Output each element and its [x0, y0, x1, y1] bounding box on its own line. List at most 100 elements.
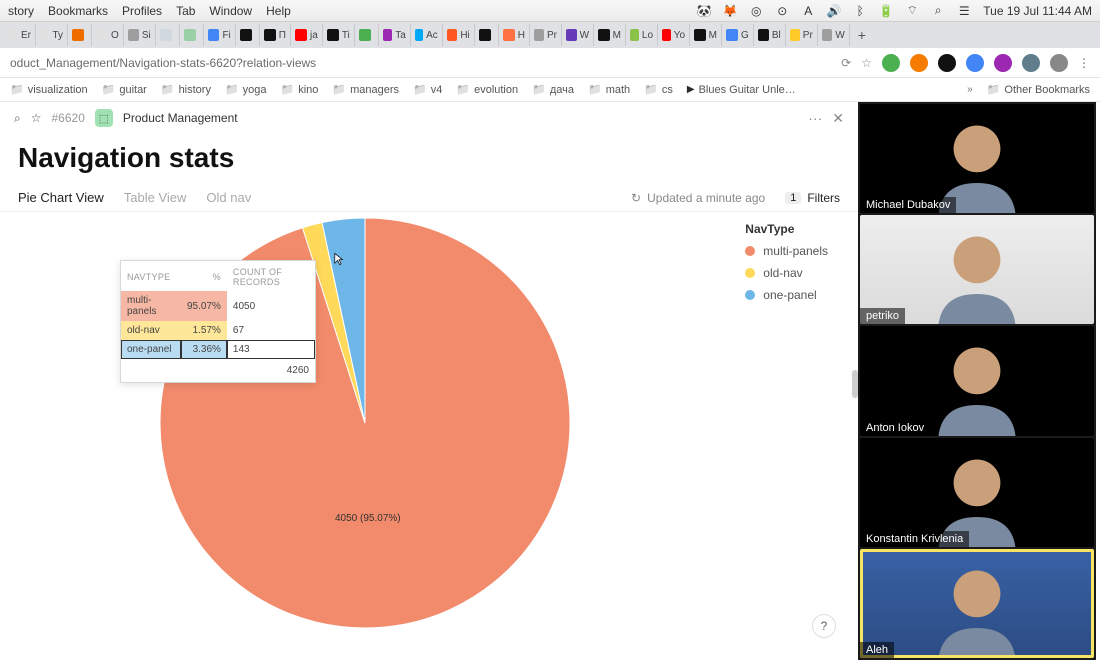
browser-tab[interactable]: W	[818, 24, 850, 46]
bookmark-folder[interactable]: managers	[332, 83, 399, 96]
url-text[interactable]: oduct_Management/Navigation-stats-6620?r…	[10, 56, 831, 70]
star-icon[interactable]: ☆	[31, 111, 42, 125]
bookmark-folder[interactable]: kino	[281, 83, 319, 96]
browser-tab[interactable]: W	[562, 24, 594, 46]
other-bookmarks[interactable]: Other Bookmarks	[987, 83, 1090, 96]
favicon-icon	[160, 29, 172, 41]
sound-icon[interactable]: 🔊	[827, 4, 841, 18]
mac-menubar: story Bookmarks Profiles Tab Window Help…	[0, 0, 1100, 22]
extension-icon[interactable]	[938, 54, 956, 72]
bookmark-folder[interactable]: guitar	[102, 83, 147, 96]
pie-center-label: 4050 (95.07%)	[335, 513, 401, 524]
browser-tab[interactable]: Hi	[443, 24, 475, 46]
tab-old-nav[interactable]: Old nav	[206, 190, 251, 205]
panel-resize-handle[interactable]	[852, 370, 858, 398]
browser-tab[interactable]: G	[722, 24, 754, 46]
updated-label[interactable]: ↻ Updated a minute ago	[631, 191, 765, 205]
browser-tab[interactable]: Π	[260, 24, 291, 46]
refresh-icon[interactable]: ↻	[631, 191, 641, 205]
bookmarks-overflow-icon[interactable]: »	[967, 84, 973, 95]
profile-avatar-icon[interactable]	[1050, 54, 1068, 72]
control-center-icon[interactable]: ☰	[957, 4, 971, 18]
video-tile[interactable]: Michael Dubakov	[860, 104, 1094, 213]
browser-tab[interactable]: Pr	[786, 24, 818, 46]
bluetooth-icon[interactable]: ᛒ	[853, 4, 867, 18]
browser-tab[interactable]: Er	[4, 24, 36, 46]
menu-item[interactable]: Profiles	[122, 4, 162, 18]
new-tab-button[interactable]: +	[850, 27, 874, 43]
bookmark-star-icon[interactable]: ☆	[861, 56, 872, 70]
browser-tab[interactable]	[475, 24, 499, 46]
browser-tab[interactable]: Lo	[626, 24, 658, 46]
tab-table-view[interactable]: Table View	[124, 190, 187, 205]
bookmark-folder[interactable]: v4	[413, 83, 442, 96]
video-tile[interactable]: Konstantin Krivlenia	[860, 438, 1094, 547]
bookmark-folder[interactable]: yoga	[225, 83, 267, 96]
help-button[interactable]: ?	[812, 614, 836, 638]
bookmark-folder[interactable]: дача	[532, 83, 574, 96]
legend-item[interactable]: one-panel	[745, 288, 828, 302]
extension-icon[interactable]	[882, 54, 900, 72]
reload-icon[interactable]: ⟳	[841, 56, 851, 70]
extension-icon[interactable]	[994, 54, 1012, 72]
browser-tab[interactable]: M	[690, 24, 722, 46]
browser-tab[interactable]	[355, 24, 379, 46]
favicon-icon	[96, 29, 108, 41]
bookmark-folder[interactable]: history	[161, 83, 211, 96]
extension-icon[interactable]	[1022, 54, 1040, 72]
search-icon[interactable]: ⌕	[931, 4, 945, 18]
menu-item[interactable]: Help	[266, 4, 291, 18]
browser-tab[interactable]: Si	[124, 24, 156, 46]
browser-tab[interactable]	[236, 24, 260, 46]
extension-icon[interactable]	[910, 54, 928, 72]
legend-label: one-panel	[763, 288, 816, 302]
bookmark-folder[interactable]: math	[588, 83, 630, 96]
bookmark-folder[interactable]: visualization	[10, 83, 88, 96]
browser-tab[interactable]: Fi	[204, 24, 236, 46]
bookmark-folder[interactable]: evolution	[456, 83, 518, 96]
browser-tab[interactable]: Ac	[411, 24, 443, 46]
browser-tab[interactable]: Pr	[530, 24, 562, 46]
menu-item[interactable]: Bookmarks	[48, 4, 108, 18]
video-tile[interactable]: Anton Iokov	[860, 326, 1094, 435]
tab-pie-chart-view[interactable]: Pie Chart View	[18, 190, 104, 205]
video-tile[interactable]: Aleh	[860, 549, 1094, 658]
legend-item[interactable]: multi-panels	[745, 244, 828, 258]
menu-item[interactable]: Window	[209, 4, 252, 18]
browser-tab[interactable]	[156, 24, 180, 46]
browser-tab[interactable]	[68, 24, 92, 46]
bookmark-link[interactable]: Blues Guitar Unle…	[687, 84, 796, 96]
tooltip-total: 4260	[121, 359, 315, 382]
close-icon[interactable]: ✕	[832, 110, 844, 127]
browser-tab[interactable]: Ti	[323, 24, 355, 46]
chart-area: 4050 (95.07%) NavType multi-panelsold-na…	[0, 212, 858, 652]
wifi-icon[interactable]: ⌔	[905, 4, 919, 18]
tab-label: Pr	[803, 30, 813, 41]
doc-id: #6620	[52, 111, 85, 125]
browser-tab[interactable]: ja	[291, 24, 323, 46]
tab-label: Ty	[52, 30, 63, 41]
bookmark-folder[interactable]: cs	[644, 83, 673, 96]
favicon-icon	[694, 29, 706, 41]
breadcrumb-space[interactable]: Product Management	[123, 111, 238, 125]
menu-item[interactable]: Tab	[176, 4, 195, 18]
browser-tab[interactable]: Ta	[379, 24, 411, 46]
filters-button[interactable]: 1 Filters	[785, 191, 840, 205]
browser-tab[interactable]: M	[594, 24, 626, 46]
browser-tab[interactable]: H	[499, 24, 530, 46]
favicon-icon	[128, 29, 139, 41]
browser-tab[interactable]: Ty	[36, 24, 68, 46]
extension-icon[interactable]	[966, 54, 984, 72]
video-tile[interactable]: petriko	[860, 215, 1094, 324]
more-icon[interactable]: ···	[808, 110, 822, 126]
browser-tab[interactable]	[180, 24, 204, 46]
browser-tab[interactable]: Bl	[754, 24, 786, 46]
tab-label: Lo	[642, 30, 653, 41]
search-icon[interactable]: ⌕	[14, 111, 21, 126]
browser-tab[interactable]: Yo	[658, 24, 690, 46]
tooltip-col-navtype: NAVTYPE	[121, 261, 181, 291]
browser-tab[interactable]: O	[92, 24, 124, 46]
legend-item[interactable]: old-nav	[745, 266, 828, 280]
menu-item[interactable]: story	[8, 4, 34, 18]
kebab-menu-icon[interactable]: ⋮	[1078, 56, 1090, 70]
